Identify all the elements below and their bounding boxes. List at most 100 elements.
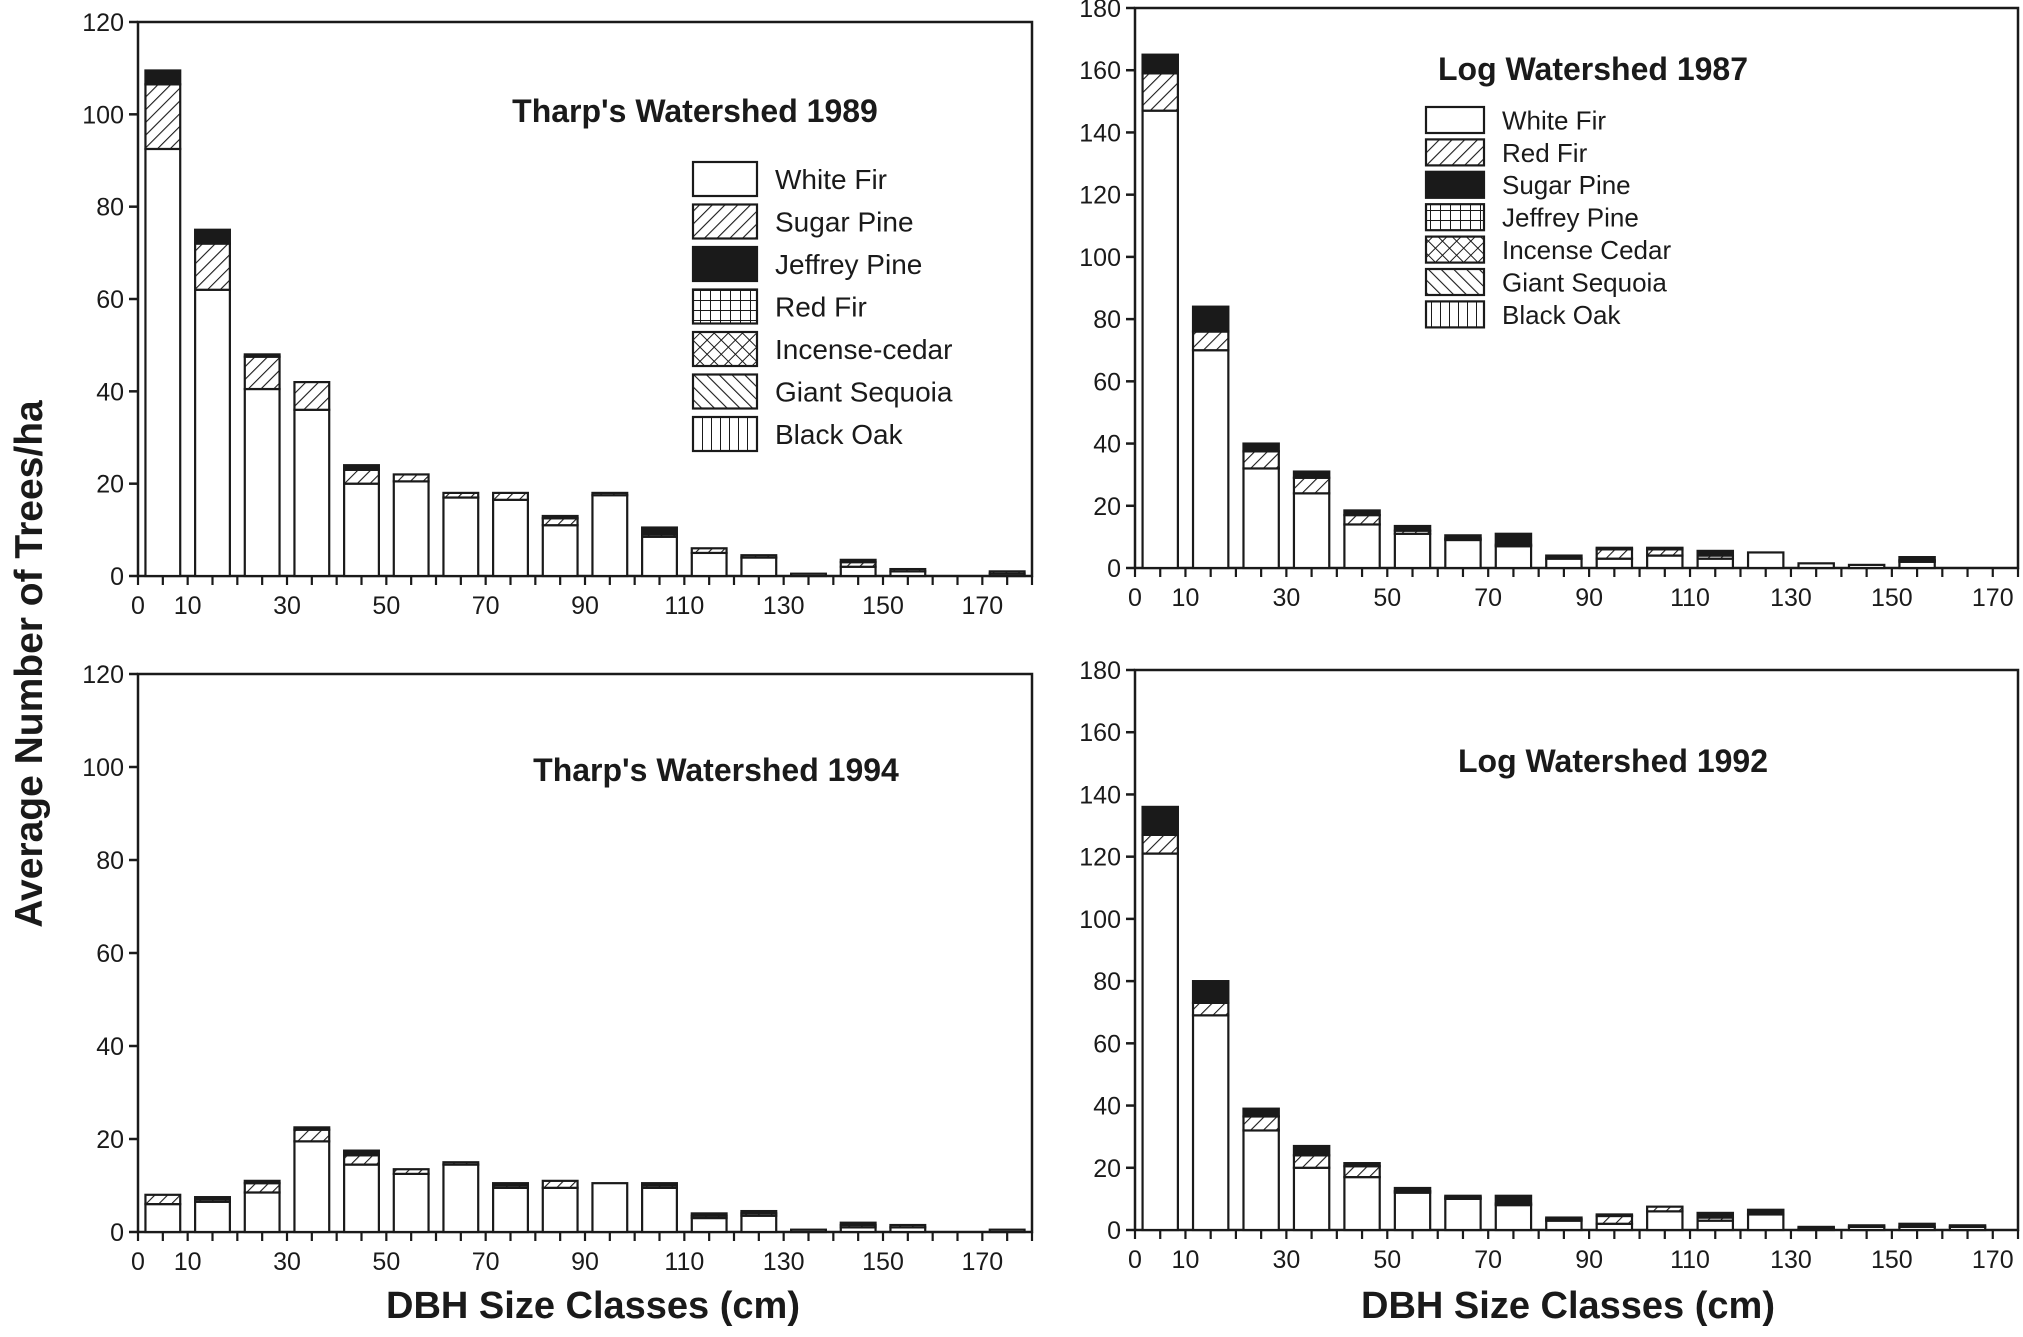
x-tick-label: 170 xyxy=(1972,584,2014,612)
y-tick-label: 100 xyxy=(1079,906,1121,934)
chart-title: Log Watershed 1987 xyxy=(1438,51,1748,87)
x-tick-label: 70 xyxy=(1474,584,1502,612)
legend-swatch xyxy=(1424,203,1486,232)
bar-segment xyxy=(889,1223,927,1229)
bar-segment xyxy=(1898,556,1936,562)
y-tick-label: 140 xyxy=(1079,119,1121,147)
y-tick-label: 140 xyxy=(1079,781,1121,809)
bar-segment xyxy=(1191,1014,1230,1232)
bar-segment xyxy=(1141,833,1179,855)
bar-segment xyxy=(1696,557,1735,570)
y-tick-label: 60 xyxy=(1093,1030,1121,1058)
legend-swatch xyxy=(1424,267,1486,297)
bar-segment xyxy=(690,547,728,555)
bar-segment xyxy=(839,565,877,578)
bar-segment xyxy=(293,1140,331,1234)
bar-segment xyxy=(194,1196,231,1201)
legend-swatch xyxy=(691,203,759,240)
bar-segment xyxy=(1847,1224,1886,1228)
legend-swatch xyxy=(1424,105,1486,135)
x-tick-label: 130 xyxy=(1770,584,1812,612)
bar-segment xyxy=(1696,1219,1735,1232)
bar-segment xyxy=(1696,1211,1735,1219)
y-tick-label: 120 xyxy=(82,9,124,37)
bar-segment xyxy=(641,526,678,536)
x-tick-label: 70 xyxy=(472,592,500,620)
legend-label: Jeffrey Pine xyxy=(775,249,922,280)
legend-label: Black Oak xyxy=(1502,300,1621,330)
legend-label: Red Fir xyxy=(775,292,867,323)
legend-swatch xyxy=(1424,300,1486,329)
bar-segment xyxy=(1494,1194,1533,1205)
legend-label: Giant Sequoia xyxy=(1502,267,1667,297)
x-tick-label: 90 xyxy=(1575,584,1603,612)
y-tick-label: 160 xyxy=(1079,719,1121,747)
bar-segment xyxy=(392,1172,430,1234)
bar-segment xyxy=(1797,1225,1835,1230)
x-tick-label: 110 xyxy=(1670,584,1710,612)
y-tick-label: 180 xyxy=(1079,0,1121,23)
x-tick-label: 170 xyxy=(961,1248,1003,1276)
x-tick-label: 110 xyxy=(664,592,704,620)
y-tick-label: 0 xyxy=(1107,1217,1121,1245)
bar-segment xyxy=(1242,467,1280,570)
bar-segment xyxy=(1343,1162,1381,1168)
y-tick-label: 40 xyxy=(1093,431,1121,459)
y-tick-label: 20 xyxy=(1093,1155,1121,1183)
y-tick-label: 180 xyxy=(1079,657,1121,685)
x-axis-label-left: DBH Size Classes (cm) xyxy=(386,1285,800,1327)
bar-segment xyxy=(641,535,678,578)
x-tick-label: 50 xyxy=(1373,584,1401,612)
x-tick-label: 0 xyxy=(1128,584,1142,612)
bar-segment xyxy=(1545,1219,1583,1232)
legend-label: Red Fir xyxy=(1502,138,1588,168)
chart-panel-1: 0 20 40 60 80 100 120 0 10 30 50 70 90 110 130 150 170 Th… xyxy=(82,9,1034,620)
bar-segment xyxy=(591,1182,629,1234)
bar-segment xyxy=(839,1221,877,1227)
bar-segment xyxy=(1343,1176,1381,1232)
bar-segment xyxy=(591,491,629,497)
x-tick-label: 90 xyxy=(571,1248,599,1276)
x-tick-label: 150 xyxy=(1871,584,1913,612)
x-tick-label: 110 xyxy=(1670,1246,1710,1274)
chart-panel-4: 0 20 40 60 80 100 120 140 160 180 0 10 30 50 70 90 110 13… xyxy=(1079,657,2020,1274)
chart-panel-3: 0 20 40 60 80 100 120 0 10 30 50 70 90 110 130 150 170 Th… xyxy=(82,661,1034,1276)
bar-segment xyxy=(1191,1001,1230,1017)
x-tick-label: 10 xyxy=(1172,1246,1200,1274)
bar-segment xyxy=(442,1161,480,1166)
legend-swatch xyxy=(691,160,759,198)
legend-swatch xyxy=(691,373,759,410)
bar-segment xyxy=(1242,450,1280,470)
bar-segment xyxy=(1191,980,1230,1004)
bar-segment xyxy=(988,570,1026,575)
x-tick-label: 170 xyxy=(1972,1246,2014,1274)
x-tick-label: 30 xyxy=(273,1248,301,1276)
bar-segment xyxy=(740,556,778,578)
bar-segment xyxy=(343,1154,380,1166)
bar-segment xyxy=(1746,1208,1785,1216)
y-axis-label-wrap: Average Number of Trees/ha xyxy=(0,0,60,1332)
x-tick-label: 170 xyxy=(961,592,1003,620)
bar-segment xyxy=(690,551,728,578)
bar-segment xyxy=(541,514,579,520)
legend-swatch xyxy=(691,415,759,453)
bar-segment xyxy=(194,242,231,291)
bar-segment xyxy=(144,1202,182,1234)
bar-segment xyxy=(442,491,480,499)
legend-label: Incense Cedar xyxy=(1502,235,1671,265)
bar-segment xyxy=(392,1168,430,1175)
y-tick-label: 20 xyxy=(96,1126,124,1154)
x-tick-label: 150 xyxy=(862,1248,904,1276)
bar-segment xyxy=(641,1182,678,1187)
x-tick-label: 30 xyxy=(1272,1246,1300,1274)
bar-segment xyxy=(1242,1115,1280,1132)
bar-segment xyxy=(1746,1213,1785,1232)
chart-title: Tharp's Watershed 1989 xyxy=(512,93,878,129)
bar-segment xyxy=(1797,562,1835,570)
x-tick-label: 0 xyxy=(131,1248,145,1276)
bar-segment xyxy=(541,1186,579,1234)
x-tick-label: 50 xyxy=(372,1248,400,1276)
chart-title: Log Watershed 1992 xyxy=(1458,743,1768,779)
x-tick-label: 110 xyxy=(664,1248,704,1276)
legend-label: Incense-cedar xyxy=(775,334,952,365)
